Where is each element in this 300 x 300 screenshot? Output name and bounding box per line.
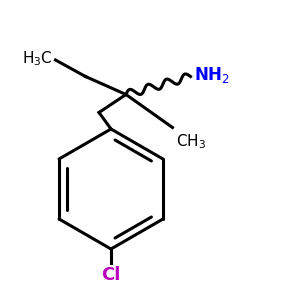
Text: NH$_2$: NH$_2$ bbox=[194, 65, 229, 85]
Text: Cl: Cl bbox=[101, 266, 121, 284]
Text: H$_3$C: H$_3$C bbox=[22, 49, 52, 68]
Text: CH$_3$: CH$_3$ bbox=[176, 132, 206, 151]
